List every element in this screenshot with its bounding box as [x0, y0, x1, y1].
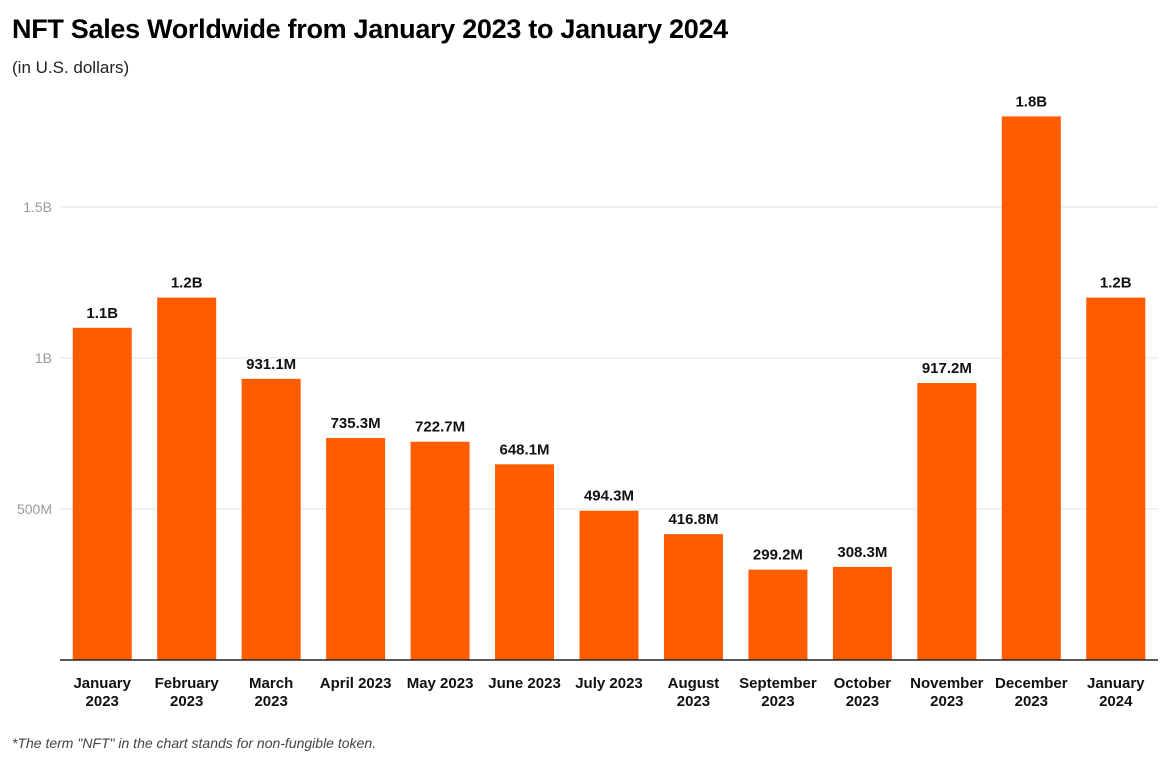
data-label: 299.2M	[753, 547, 803, 564]
y-tick-label: 500M	[17, 501, 52, 517]
x-tick-label: October 2023	[834, 675, 892, 710]
x-tick-label-line: March	[249, 675, 293, 692]
x-tick-label: April 2023	[320, 675, 392, 692]
x-tick-label: September 2023	[739, 675, 817, 710]
data-label: 735.3M	[331, 415, 381, 432]
x-tick-label-line: 2023	[1015, 693, 1048, 710]
bar	[1086, 297, 1146, 660]
data-label: 917.2M	[922, 360, 972, 377]
x-tick-label: August 2023	[668, 675, 720, 710]
x-tick-label-line: January	[1087, 675, 1145, 692]
x-tick-label-line: 2023	[86, 693, 119, 710]
x-tick-label-line: October	[834, 675, 892, 692]
bar	[410, 441, 470, 660]
x-tick-label-line: 2023	[846, 693, 879, 710]
bar	[157, 297, 217, 660]
x-tick-label: November 2023	[910, 675, 984, 710]
x-tick-label-line: May 2023	[407, 675, 474, 692]
data-label: 1.2B	[171, 275, 203, 292]
x-tick-label-line: 2023	[170, 693, 203, 710]
x-tick-label-line: August	[668, 675, 720, 692]
x-tick-label: January 2024	[1087, 675, 1145, 710]
x-tick-label-line: 2023	[761, 693, 794, 710]
footnote: *The term "NFT" in the chart stands for …	[12, 735, 376, 751]
x-tick-label: December 2023	[995, 675, 1068, 710]
x-tick-label: June 2023	[488, 675, 561, 692]
x-tick-label: May 2023	[407, 675, 474, 692]
bars	[72, 116, 1146, 660]
bar	[495, 464, 555, 660]
y-tick-label: 1.5B	[23, 199, 52, 215]
x-tick-label-line: 2023	[254, 693, 287, 710]
x-tick-label-line: July 2023	[575, 675, 643, 692]
x-tick-label: January 2023	[73, 675, 131, 710]
x-tick-label-line: 2023	[930, 693, 963, 710]
data-labels: 1.1B 1.2B 931.1M 735.3M 722.7M 648.1M 494.3M 41…	[86, 93, 1131, 563]
data-label: 722.7M	[415, 419, 465, 436]
data-label: 1.2B	[1100, 275, 1132, 292]
x-tick-label-line: 2023	[677, 693, 710, 710]
x-tick-label-line: January	[73, 675, 131, 692]
bar	[663, 534, 723, 660]
x-tick-label-line: November	[910, 675, 984, 692]
bar	[832, 566, 892, 660]
x-tick-label-line: April 2023	[320, 675, 392, 692]
x-tick-label-line: December	[995, 675, 1068, 692]
data-label: 1.1B	[86, 305, 118, 322]
data-label: 648.1M	[500, 441, 550, 458]
bar	[579, 510, 639, 660]
data-label: 416.8M	[668, 511, 718, 528]
data-label: 931.1M	[246, 356, 296, 373]
x-tick-label: February 2023	[155, 675, 220, 710]
bar	[1001, 116, 1061, 660]
x-tick-label-line: 2024	[1099, 693, 1133, 710]
data-label: 494.3M	[584, 488, 634, 505]
data-label: 308.3M	[837, 544, 887, 561]
bar	[748, 569, 808, 660]
x-tick-label-line: September	[739, 675, 817, 692]
bar	[326, 437, 386, 660]
x-tick-label: July 2023	[575, 675, 643, 692]
data-label: 1.8B	[1015, 93, 1047, 110]
y-tick-label: 1B	[35, 350, 52, 366]
chart-title: NFT Sales Worldwide from January 2023 to…	[12, 14, 728, 44]
x-tick-label: March 2023	[249, 675, 293, 710]
bar	[72, 327, 132, 660]
bar	[241, 378, 301, 660]
x-tick-label-line: June 2023	[488, 675, 561, 692]
x-tick-label-line: February	[155, 675, 220, 692]
chart-subtitle: (in U.S. dollars)	[12, 58, 130, 77]
bar	[917, 383, 977, 660]
